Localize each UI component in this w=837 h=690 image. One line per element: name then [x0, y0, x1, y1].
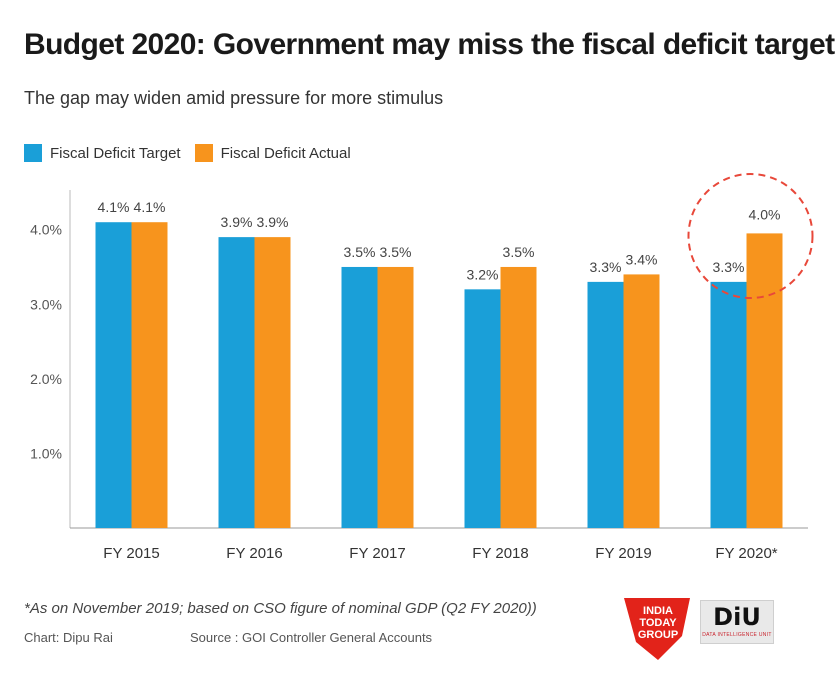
legend-item-actual: Fiscal Deficit Actual: [194, 144, 351, 162]
data-label-target: 4.1%: [98, 199, 130, 215]
y-tick-label: 2.0%: [30, 371, 62, 387]
legend-swatch-actual: [194, 144, 213, 162]
india-today-logo-shape: [624, 598, 690, 660]
x-tick-label: FY 2015: [103, 545, 159, 562]
chart-credit: Chart: Dipu Rai: [24, 630, 113, 645]
diu-logo-subtext: DATA INTELLIGENCE UNIT: [702, 632, 772, 638]
data-label-actual: 4.1%: [134, 199, 166, 215]
bar-target: [587, 281, 624, 528]
chart-title: Budget 2020: Government may miss the fis…: [24, 28, 835, 61]
india-today-line-2: TODAY: [639, 617, 677, 629]
bar-actual: [254, 237, 291, 528]
data-label-actual: 3.5%: [503, 244, 535, 260]
legend: Fiscal Deficit Target Fiscal Deficit Act…: [24, 144, 365, 162]
data-label-actual: 3.9%: [257, 214, 289, 230]
india-today-logo: INDIA TODAY GROUP: [624, 598, 690, 660]
bar-actual: [746, 233, 783, 529]
y-tick-label: 4.0%: [30, 222, 62, 238]
data-label-actual: 4.0%: [749, 206, 781, 222]
source-credit: Source : GOI Controller General Accounts: [190, 630, 433, 645]
x-tick-label: FY 2017: [349, 545, 405, 562]
highlight-circle: [687, 173, 814, 299]
x-tick-label: FY 2019: [595, 545, 651, 562]
bar-actual: [500, 266, 537, 528]
legend-label-target: Fiscal Deficit Target: [50, 144, 181, 162]
y-tick-label: 1.0%: [30, 445, 62, 461]
data-label-target: 3.3%: [713, 259, 745, 275]
data-label-actual: 3.5%: [380, 244, 412, 260]
bar-target: [464, 289, 501, 528]
bar-chart: 1.0% 2.0% 3.0% 4.0% 4.1% 4.1% FY 2015 3.9% 3.9% F…: [30, 173, 814, 562]
diu-logo: DiU DATA INTELLIGENCE UNIT: [700, 600, 774, 644]
x-tick-label: FY 2020*: [715, 545, 777, 562]
legend-swatch-target: [24, 144, 42, 162]
bar-actual: [377, 266, 414, 528]
bar-actual: [623, 274, 660, 528]
legend-item-target: Fiscal Deficit Target: [24, 144, 181, 162]
y-tick-label: 3.0%: [30, 296, 62, 312]
x-tick-label: FY 2018: [472, 545, 528, 562]
x-tick-label: FY 2016: [226, 545, 282, 562]
data-label-actual: 3.4%: [626, 251, 658, 267]
footnote: *As on November 2019; based on CSO figur…: [24, 600, 537, 617]
india-today-line-3: GROUP: [638, 629, 678, 641]
india-today-line-1: INDIA: [643, 605, 673, 617]
data-label-target: 3.5%: [344, 244, 376, 260]
chart-subtitle: The gap may widen amid pressure for more…: [24, 88, 444, 108]
data-label-target: 3.2%: [467, 266, 499, 282]
bar-target: [95, 222, 132, 529]
diu-logo-text: DiU: [713, 603, 761, 631]
legend-label-actual: Fiscal Deficit Actual: [220, 144, 351, 162]
data-label-target: 3.9%: [221, 214, 253, 230]
bar-target: [710, 281, 747, 528]
bar-target: [218, 237, 255, 528]
bar-target: [341, 266, 378, 528]
data-label-target: 3.3%: [590, 259, 622, 275]
bar-actual: [131, 222, 168, 529]
